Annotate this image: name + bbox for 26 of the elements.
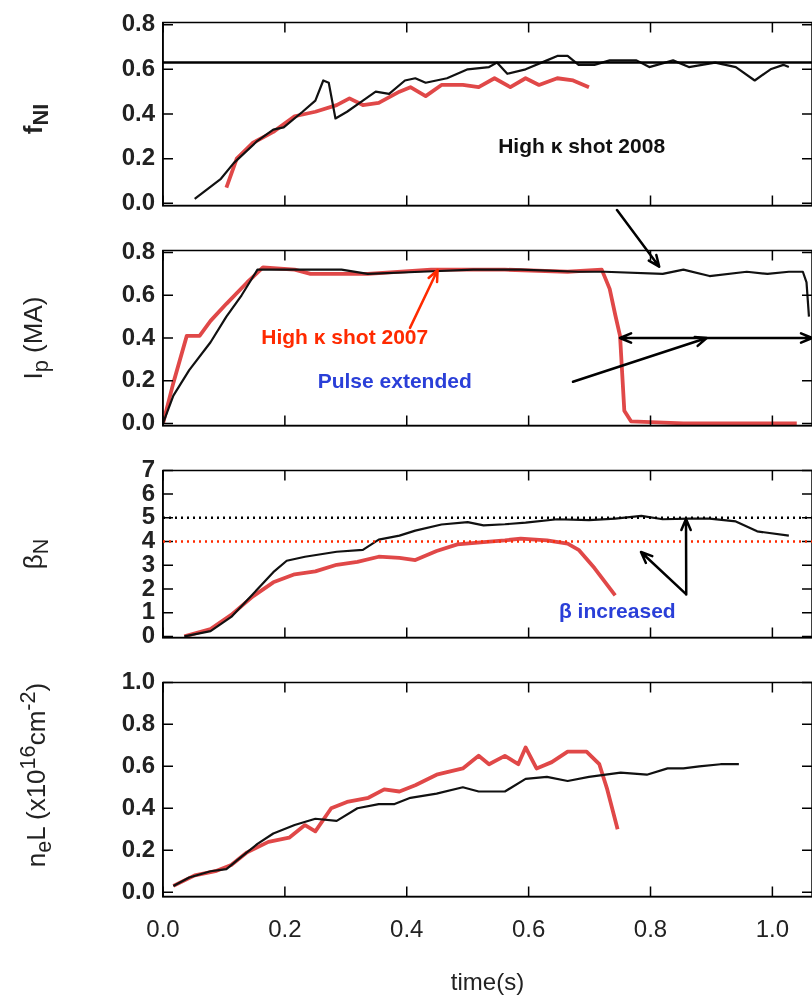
y-tick-label: 0.2 — [121, 365, 155, 393]
y-tick-label: 0.4 — [121, 322, 156, 350]
y-tick-label: 0.2 — [121, 143, 155, 171]
x-axis-title: time(s) — [450, 968, 525, 996]
y-tick-label: 0.8 — [121, 708, 155, 736]
y-tick-label: 0.4 — [121, 98, 156, 126]
y-tick-label: 0.6 — [121, 279, 155, 307]
y-tick-label: 0.8 — [121, 9, 155, 37]
y-tick-label: 0.0 — [121, 408, 155, 436]
annotation: High κ shot 2007 — [261, 324, 429, 348]
y-tick-label: 0.6 — [121, 53, 155, 81]
x-tick-label: 0.8 — [633, 915, 668, 943]
y-tick-label: 0.2 — [121, 834, 155, 862]
y-tick-label: 1.0 — [121, 667, 155, 695]
y-tick-label: 0.8 — [121, 237, 155, 265]
x-tick-label: 0.2 — [268, 915, 302, 943]
annotation: β increased — [558, 599, 676, 623]
y-tick-label: 0.6 — [121, 750, 155, 778]
x-tick-label: 0.6 — [511, 915, 546, 943]
y-tick-label: 0.4 — [121, 792, 156, 820]
annotation: Pulse extended — [317, 368, 472, 392]
y-tick-label: 0.0 — [121, 876, 155, 904]
y-tick-label: 0.0 — [121, 187, 155, 215]
x-tick-label: 0.4 — [390, 915, 424, 943]
x-tick-label: 1.0 — [755, 915, 790, 943]
annotation: High κ shot 2008 — [498, 133, 666, 157]
